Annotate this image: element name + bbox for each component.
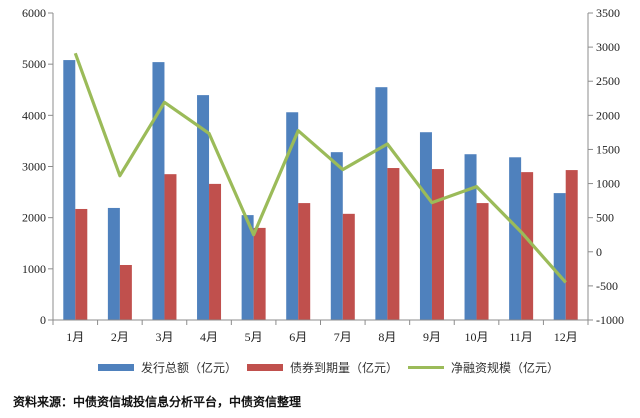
bar-issuance [107, 207, 120, 320]
x-tick-label: 2月 [111, 330, 129, 344]
right-y-tick-label: 0 [596, 245, 602, 259]
bar-maturity [298, 203, 311, 320]
x-tick-label: 6月 [289, 330, 307, 344]
legend-item-net-financing: 净融资规模（亿元） [408, 359, 559, 376]
legend-label: 债券到期量（亿元） [290, 361, 399, 375]
bar-maturity [565, 170, 578, 320]
bar-issuance [241, 215, 254, 320]
bar-issuance [286, 112, 299, 320]
legend-swatch-red [247, 364, 284, 371]
x-tick-label: 4月 [200, 330, 218, 344]
left-y-tick-label: 5000 [22, 57, 46, 71]
x-tick-label: 10月 [465, 330, 489, 344]
bar-series [63, 60, 578, 321]
legend-item-maturity: 债券到期量（亿元） [247, 359, 398, 376]
bar-maturity [164, 174, 177, 320]
bar-maturity [431, 169, 444, 320]
right-y-tick-label: 1500 [596, 142, 620, 156]
bar-maturity [387, 168, 400, 320]
bar-issuance [419, 132, 432, 320]
x-tick-label: 11月 [509, 330, 533, 344]
right-y-tick-label: -500 [596, 279, 618, 293]
x-tick-label: 3月 [155, 330, 173, 344]
bar-issuance [330, 152, 343, 320]
left-y-tick-label: 4000 [22, 108, 46, 122]
bar-maturity [209, 183, 222, 320]
bar-maturity [476, 203, 489, 320]
net-financing-line [73, 52, 567, 284]
right-y-tick-label: 3500 [596, 6, 620, 20]
x-tick-label: 1月 [66, 330, 84, 344]
x-tick-label: 12月 [554, 330, 578, 344]
bar-issuance [509, 157, 522, 320]
source-note: 资料来源：中债资信城投信息分析平台，中债资信整理 [13, 395, 302, 409]
legend-label: 发行总额（亿元） [141, 361, 238, 375]
legend: 发行总额（亿元） 债券到期量（亿元） 净融资规模（亿元） [98, 359, 569, 376]
line-series [73, 52, 567, 284]
right-y-tick-label: 2500 [596, 74, 620, 88]
bar-issuance [553, 193, 566, 320]
x-tick-label: 7月 [334, 330, 352, 344]
bar-maturity [521, 172, 534, 320]
legend-label: 净融资规模（亿元） [451, 361, 560, 375]
axes: 1月 2月 3月 4月 5月 6月 7月 8月 9月 10月 11月 12月 0 1000 2000 3000… [22, 6, 624, 344]
right-y-tick-label: 500 [596, 211, 614, 225]
bar-issuance [464, 154, 477, 320]
legend-swatch-blue [98, 364, 134, 371]
left-y-tick-label: 3000 [22, 160, 46, 174]
right-y-tick-label: 2000 [596, 108, 620, 122]
left-y-tick-label: 0 [40, 313, 46, 327]
left-y-tick-label: 6000 [22, 6, 46, 20]
x-tick-label: 9月 [423, 330, 441, 344]
right-y-tick-label: -1000 [596, 313, 624, 327]
left-y-tick-label: 2000 [22, 211, 46, 225]
right-y-tick-label: 3000 [596, 40, 620, 54]
bar-maturity [253, 227, 266, 320]
x-tick-label: 8月 [378, 330, 396, 344]
bar-maturity [342, 213, 355, 320]
left-y-tick-label: 1000 [22, 262, 46, 276]
x-tick-label: 5月 [245, 330, 263, 344]
bar-issuance [197, 95, 210, 320]
bar-maturity [119, 264, 132, 320]
bar-issuance [63, 60, 76, 320]
legend-item-issuance: 发行总额（亿元） [98, 359, 237, 376]
bar-issuance [375, 87, 388, 320]
bar-maturity [75, 208, 88, 320]
legend-swatch-green-line [408, 366, 445, 369]
bar-issuance [152, 62, 165, 321]
right-y-tick-label: 1000 [596, 177, 620, 191]
